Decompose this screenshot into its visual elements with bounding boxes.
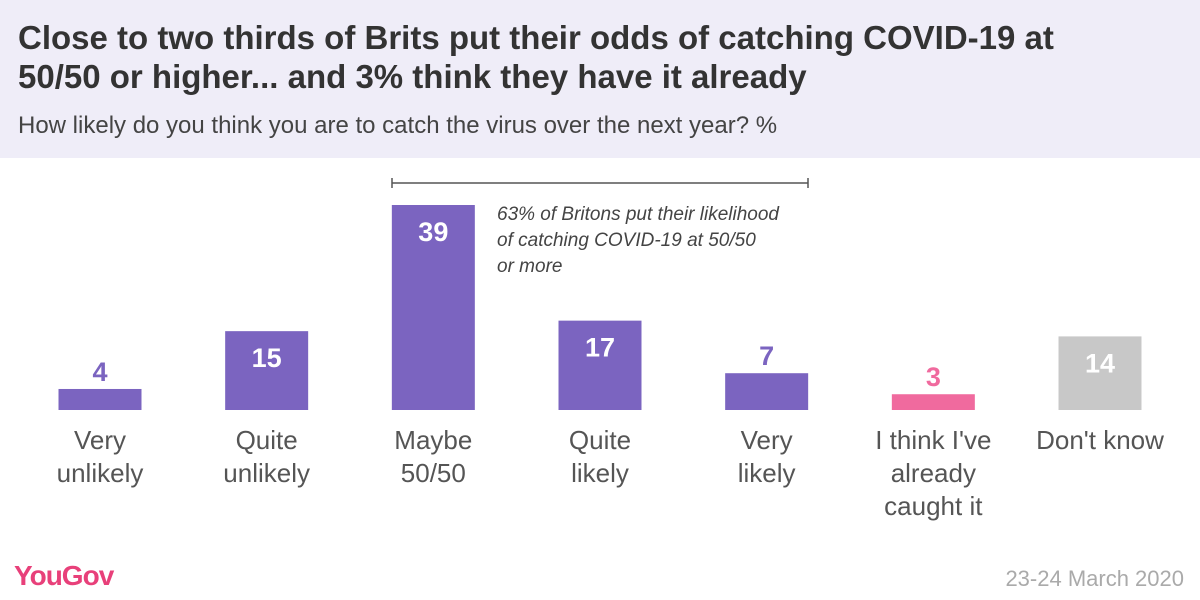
bar <box>58 388 142 410</box>
subtitle: How likely do you think you are to catch… <box>18 112 778 139</box>
value-label: 3 <box>926 362 941 392</box>
category-label: I think I've already caught it <box>875 425 992 521</box>
chart-title: Close to two thirds of Brits put their o… <box>18 19 1054 95</box>
annotation: 63% of Britons put their likelihood of c… <box>497 204 779 277</box>
category-label: Very likely <box>737 425 796 488</box>
category-label: Quite likely <box>568 425 632 488</box>
value-label: 17 <box>585 333 615 363</box>
bar <box>558 320 642 410</box>
header <box>0 0 1200 158</box>
category-label: Very unlikely <box>56 425 144 488</box>
bar <box>725 373 809 410</box>
value-label: 7 <box>759 341 774 371</box>
bar <box>1058 336 1142 410</box>
value-label: 15 <box>252 343 282 373</box>
category-label: Quite unlikely <box>223 425 311 488</box>
bracket <box>391 178 809 188</box>
bar <box>891 394 975 410</box>
bar <box>391 205 475 410</box>
date: 23-24 March 2020 <box>1005 566 1184 591</box>
value-label: 39 <box>418 217 448 247</box>
category-label: Don't know <box>1036 425 1164 455</box>
value-label: 4 <box>92 357 107 387</box>
bar <box>225 331 309 410</box>
logo: YouGov <box>14 560 114 591</box>
value-label: 14 <box>1085 348 1115 378</box>
category-label: Maybe 50/50 <box>394 425 473 488</box>
